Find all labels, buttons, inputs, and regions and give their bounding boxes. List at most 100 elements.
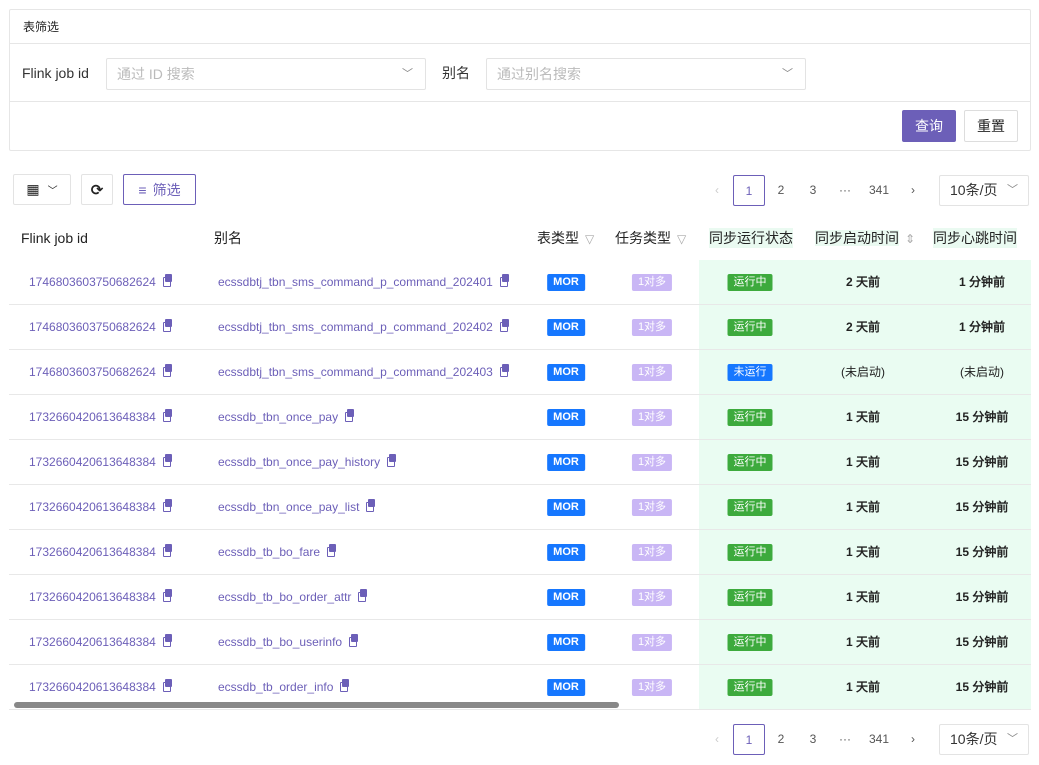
page-2[interactable]: 2 (777, 732, 785, 746)
alias-cell[interactable]: ecssdb_tb_bo_userinfo (218, 620, 359, 665)
table-type-badge: MOR (547, 544, 585, 561)
job-id-cell[interactable]: 1732660420613648384 (29, 395, 172, 440)
alias-cell[interactable]: ecssdbtj_tbn_sms_command_p_command_20240… (218, 305, 509, 350)
copy-icon[interactable] (340, 679, 350, 692)
alias-cell[interactable]: ecssdb_tb_bo_order_attr (218, 575, 368, 620)
alias-link[interactable]: ecssdb_tb_bo_userinfo (218, 635, 343, 649)
copy-icon[interactable] (162, 454, 172, 467)
job-id-cell[interactable]: 1732660420613648384 (29, 530, 172, 575)
page-3[interactable]: 3 (809, 183, 817, 197)
prev-page-button[interactable]: ‹ (715, 183, 719, 197)
copy-icon[interactable] (349, 634, 359, 647)
job-id-cell[interactable]: 1732660420613648384 (29, 485, 172, 530)
copy-icon[interactable] (162, 679, 172, 692)
table-row: 1732660420613648384 ecssdb_tbn_once_pay_… (9, 485, 1031, 530)
alias-cell[interactable]: ecssdbtj_tbn_sms_command_p_command_20240… (218, 350, 509, 395)
pagination-top: ‹ 1 2 3 ··· 341 › 10条/页 ﹀ (701, 175, 1029, 206)
filter-icon[interactable]: ▽ (677, 232, 687, 246)
job-id-cell[interactable]: 1746803603750682624 (29, 350, 172, 395)
alias-link[interactable]: ecssdb_tb_bo_order_attr (218, 590, 352, 604)
alias-link[interactable]: ecssdb_tb_bo_fare (218, 545, 321, 559)
job-id-cell[interactable]: 1746803603750682624 (29, 305, 172, 350)
job-id-link[interactable]: 1746803603750682624 (29, 320, 156, 334)
page-size-select[interactable]: 10条/页 ﹀ (939, 175, 1029, 206)
job-id-link[interactable]: 1732660420613648384 (29, 545, 156, 559)
alias-link[interactable]: ecssdbtj_tbn_sms_command_p_command_20240… (218, 275, 493, 289)
sync-status-badge: 运行中 (727, 319, 773, 336)
page-3[interactable]: 3 (809, 732, 817, 746)
column-settings-button[interactable]: ▦ ﹀ (13, 174, 71, 205)
copy-icon[interactable] (387, 454, 397, 467)
next-page-button[interactable]: › (911, 183, 915, 197)
job-id-link[interactable]: 1746803603750682624 (29, 275, 156, 289)
next-page-button[interactable]: › (911, 732, 915, 746)
page-last[interactable]: 341 (868, 183, 890, 197)
copy-icon[interactable] (345, 409, 355, 422)
alias-link[interactable]: ecssdb_tbn_once_pay_list (218, 500, 360, 514)
query-button[interactable]: 查询 (902, 110, 956, 142)
job-id-select[interactable]: 通过 ID 搜索 ﹀ (106, 58, 426, 90)
page-ellipsis[interactable]: ··· (839, 732, 851, 746)
copy-icon[interactable] (327, 544, 337, 557)
job-id-cell[interactable]: 1732660420613648384 (29, 440, 172, 485)
alias-cell[interactable]: ecssdb_tb_bo_fare (218, 530, 337, 575)
alias-link[interactable]: ecssdb_tb_order_info (218, 680, 334, 694)
page-ellipsis[interactable]: ··· (839, 183, 851, 197)
job-id-placeholder: 通过 ID 搜索 (117, 66, 195, 82)
alias-cell[interactable]: ecssdb_tbn_once_pay (218, 395, 355, 440)
filter-button[interactable]: ≡ 筛选 (123, 174, 196, 205)
col-start-time[interactable]: 同步启动时间 ⇕ (815, 228, 915, 249)
page-last[interactable]: 341 (868, 732, 890, 746)
chevron-down-icon: ﹀ (47, 186, 58, 197)
page-1[interactable]: 1 (733, 175, 765, 206)
alias-link[interactable]: ecssdb_tbn_once_pay (218, 410, 339, 424)
job-id-cell[interactable]: 1732660420613648384 (29, 665, 172, 710)
alias-link[interactable]: ecssdb_tbn_once_pay_history (218, 455, 381, 469)
alias-cell[interactable]: ecssdbtj_tbn_sms_command_p_command_20240… (218, 260, 509, 305)
alias-select[interactable]: 通过别名搜索 ﹀ (486, 58, 806, 90)
job-id-link[interactable]: 1732660420613648384 (29, 635, 156, 649)
job-id-link[interactable]: 1732660420613648384 (29, 455, 156, 469)
job-id-cell[interactable]: 1746803603750682624 (29, 260, 172, 305)
alias-cell[interactable]: ecssdb_tbn_once_pay_history (218, 440, 397, 485)
horizontal-scrollbar[interactable] (14, 702, 619, 708)
job-id-link[interactable]: 1746803603750682624 (29, 365, 156, 379)
copy-icon[interactable] (162, 544, 172, 557)
copy-icon[interactable] (499, 319, 509, 332)
page-1[interactable]: 1 (733, 724, 765, 755)
job-id-link[interactable]: 1732660420613648384 (29, 410, 156, 424)
job-id-link[interactable]: 1732660420613648384 (29, 680, 156, 694)
heartbeat-cell: 1 分钟前 (958, 320, 1006, 334)
copy-icon[interactable] (162, 589, 172, 602)
job-id-link[interactable]: 1732660420613648384 (29, 590, 156, 604)
copy-icon[interactable] (499, 274, 509, 287)
page-2[interactable]: 2 (777, 183, 785, 197)
reset-button[interactable]: 重置 (964, 110, 1018, 142)
prev-page-button[interactable]: ‹ (715, 732, 719, 746)
task-type-badge: 1对多 (631, 364, 673, 381)
alias-link[interactable]: ecssdbtj_tbn_sms_command_p_command_20240… (218, 320, 493, 334)
page-size-select[interactable]: 10条/页 ﹀ (939, 724, 1029, 755)
col-table-type[interactable]: 表类型 ▽ (537, 228, 594, 249)
heartbeat-cell: 15 分钟前 (955, 635, 1009, 649)
col-task-type[interactable]: 任务类型 ▽ (615, 228, 686, 249)
copy-icon[interactable] (162, 409, 172, 422)
alias-link[interactable]: ecssdbtj_tbn_sms_command_p_command_20240… (218, 365, 493, 379)
alias-cell[interactable]: ecssdb_tbn_once_pay_list (218, 485, 376, 530)
copy-icon[interactable] (162, 634, 172, 647)
copy-icon[interactable] (499, 364, 509, 377)
pagination-bottom: ‹ 1 2 3 ··· 341 › 10条/页 ﹀ (701, 724, 1029, 755)
filter-icon[interactable]: ▽ (585, 232, 595, 246)
refresh-button[interactable]: ⟳ (81, 174, 113, 205)
job-id-cell[interactable]: 1732660420613648384 (29, 620, 172, 665)
copy-icon[interactable] (162, 364, 172, 377)
copy-icon[interactable] (366, 499, 376, 512)
copy-icon[interactable] (358, 589, 368, 602)
job-id-cell[interactable]: 1732660420613648384 (29, 575, 172, 620)
copy-icon[interactable] (162, 319, 172, 332)
job-id-link[interactable]: 1732660420613648384 (29, 500, 156, 514)
copy-icon[interactable] (162, 499, 172, 512)
sort-icon[interactable]: ⇕ (905, 232, 916, 246)
alias-cell[interactable]: ecssdb_tb_order_info (218, 665, 350, 710)
copy-icon[interactable] (162, 274, 172, 287)
